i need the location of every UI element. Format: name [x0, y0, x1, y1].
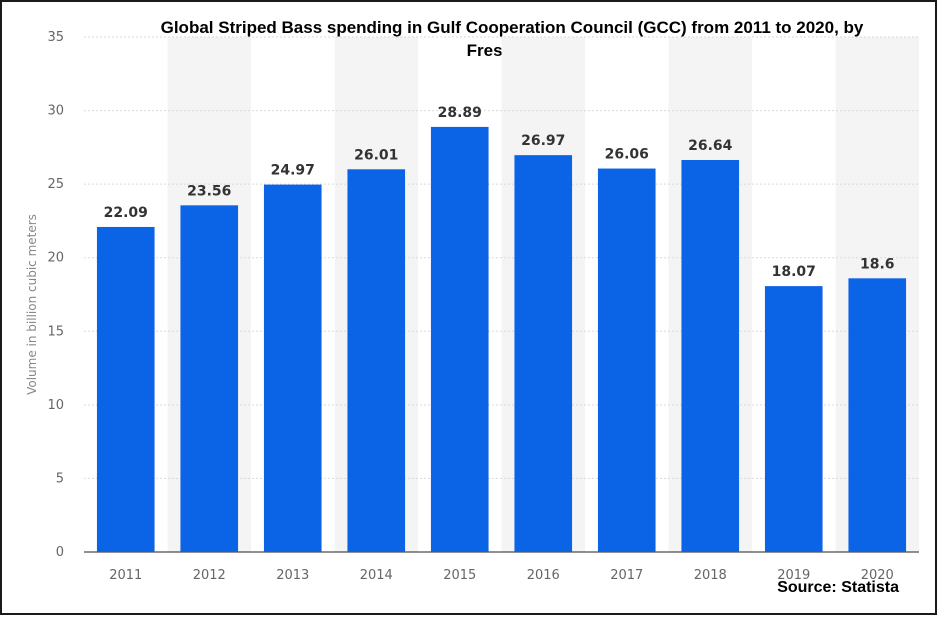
bar-2015 [430, 126, 489, 552]
data-label-2012: 23.56 [187, 183, 231, 199]
y-tick-label: 20 [47, 251, 64, 266]
bar-2017 [597, 168, 656, 552]
y-tick-label: 30 [47, 104, 64, 119]
x-tick-label-2019: 2019 [777, 568, 810, 583]
y-tick-label: 0 [56, 545, 64, 560]
x-tick-label-2018: 2018 [694, 568, 727, 583]
bar-2014 [347, 169, 406, 552]
x-tick-label-2014: 2014 [360, 568, 393, 583]
y-axis-title: Volume in billion cubic meters [25, 214, 39, 395]
data-label-2014: 26.01 [354, 147, 398, 163]
x-tick-label-2011: 2011 [109, 568, 142, 583]
data-label-2017: 26.06 [605, 147, 649, 163]
x-tick-label-2020: 2020 [861, 568, 894, 583]
bar-2018 [681, 160, 740, 553]
source-label: Source: Statista [777, 579, 899, 596]
x-tick-label-2016: 2016 [527, 568, 560, 583]
bar-2019 [764, 286, 823, 552]
x-tick-label-2017: 2017 [610, 568, 643, 583]
bar-2012 [180, 205, 239, 552]
x-tick-label-2012: 2012 [193, 568, 226, 583]
y-tick-label: 15 [47, 324, 64, 339]
data-label-2016: 26.97 [521, 133, 565, 149]
y-tick-label: 25 [47, 177, 64, 192]
data-label-2015: 28.89 [438, 105, 482, 121]
bar-2013 [263, 184, 322, 552]
data-label-2020: 18.6 [860, 256, 895, 272]
x-tick-label-2015: 2015 [443, 568, 476, 583]
bar-2020 [848, 278, 907, 552]
x-tick-label-2013: 2013 [276, 568, 309, 583]
y-tick-label: 35 [47, 30, 64, 45]
data-label-2018: 26.64 [688, 138, 733, 154]
y-tick-label: 10 [47, 398, 64, 413]
bar-2011 [96, 226, 155, 552]
data-label-2011: 22.09 [104, 205, 148, 221]
bar-2016 [514, 155, 573, 553]
data-label-2013: 24.97 [271, 163, 315, 179]
data-label-2019: 18.07 [772, 264, 816, 280]
y-tick-label: 5 [56, 471, 64, 486]
